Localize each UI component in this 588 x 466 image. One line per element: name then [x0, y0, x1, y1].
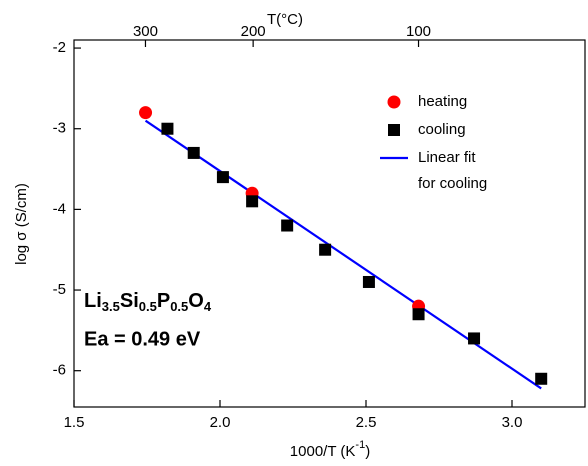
- heating-point: [139, 106, 153, 120]
- legend-marker: [387, 95, 401, 109]
- cooling-point: [281, 219, 294, 232]
- formula-element: O: [188, 290, 204, 312]
- plot-frame: [73, 39, 586, 408]
- legend-label: heating: [418, 93, 467, 110]
- top-tick-label: 200: [241, 23, 266, 40]
- formula-subscript: 4: [204, 299, 212, 314]
- x-tick-label: 1.5: [64, 414, 85, 431]
- legend-marker: [388, 124, 400, 136]
- top-tick-label: 300: [133, 23, 158, 40]
- y-tick-label: -3: [53, 120, 66, 137]
- y-tick-label: -6: [53, 362, 66, 379]
- x-tick-label: 2.5: [356, 414, 377, 431]
- cooling-point: [246, 195, 259, 208]
- top-tick-label: 100: [406, 23, 431, 40]
- annotation: Ea = 0.49 eV: [84, 328, 201, 350]
- cooling-point: [412, 308, 425, 321]
- x-axis-label: 1000/T (K-1): [290, 439, 370, 460]
- y-tick-label: -4: [53, 200, 66, 217]
- formula-subscript: 3.5: [102, 299, 120, 314]
- y-axis-label: log σ (S/cm): [13, 183, 30, 265]
- cooling-point: [468, 332, 481, 345]
- formula: Li3.5Si0.5P0.5O4: [84, 290, 212, 314]
- cooling-point: [216, 171, 229, 184]
- cooling-point: [362, 275, 375, 288]
- top-axis-label: T(°C): [267, 11, 303, 28]
- formula-element: Si: [120, 290, 139, 312]
- legend-label: Linear fit: [418, 149, 476, 166]
- cooling-point: [535, 372, 548, 385]
- legend-label: cooling: [418, 121, 466, 138]
- formula-subscript: 0.5: [139, 299, 157, 314]
- x-label-end: ): [365, 443, 370, 460]
- x-label-main: 1000/T (K: [290, 443, 356, 460]
- y-tick-label: -2: [53, 39, 66, 56]
- y-tick-label: -5: [53, 281, 66, 298]
- x-tick-label: 3.0: [502, 414, 523, 431]
- cooling-point: [161, 122, 174, 135]
- formula-subscript: 0.5: [170, 299, 188, 314]
- fit-line: [144, 119, 542, 390]
- formula-element: Li: [84, 290, 102, 312]
- x-label-sup: -1: [355, 439, 365, 451]
- legend-label: for cooling: [418, 175, 487, 192]
- cooling-point: [187, 146, 200, 159]
- x-tick-label: 2.0: [210, 414, 231, 431]
- cooling-point: [319, 243, 332, 256]
- formula-element: P: [157, 290, 170, 312]
